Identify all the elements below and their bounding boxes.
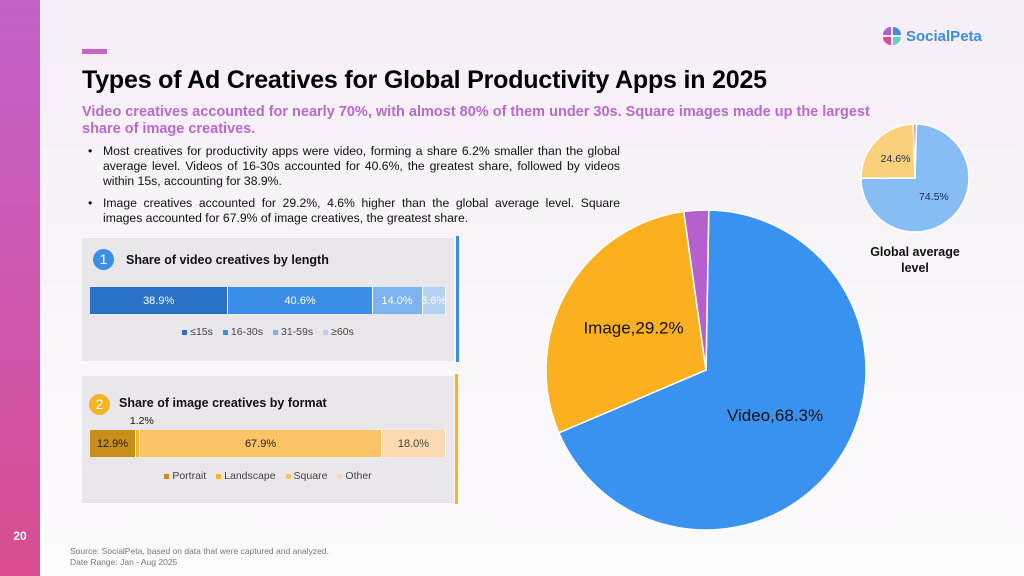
legend-item-60s: ≥60s	[323, 326, 354, 338]
page-title: Types of Ad Creatives for Global Product…	[82, 66, 767, 94]
pie-label-video: 74.5%	[919, 191, 949, 203]
legend-swatch-icon	[323, 329, 329, 335]
bar-segment-portrait: 12.9%	[90, 430, 136, 457]
bar-label-60s: 6.6%	[421, 294, 447, 307]
bar-segment-square: 67.9%	[140, 430, 382, 457]
legend-swatch-icon	[164, 473, 170, 479]
bar-label-other: 18.0%	[397, 437, 430, 450]
bullet-dot-icon: •	[88, 144, 93, 158]
bar-segment-31-59s: 14.0%	[372, 287, 423, 314]
image-format-stacked-bar: 12.9% 67.9% 18.0%	[90, 430, 446, 457]
side-accent-bar	[0, 0, 40, 576]
legend-label: Landscape	[224, 470, 276, 482]
image-format-legend: Portrait Landscape Square Other	[82, 470, 454, 482]
image-format-title: Share of image creatives by format	[119, 396, 327, 410]
legend-swatch-icon	[337, 473, 343, 479]
panel-badge-1: 1	[93, 249, 114, 270]
legend-label: 31-59s	[281, 326, 314, 338]
title-accent-dash	[82, 49, 107, 54]
bar-label-portrait: 12.9%	[96, 437, 129, 450]
bar-segment-16-30s: 40.6%	[228, 287, 373, 314]
page-number: 20	[13, 529, 27, 543]
socialpeta-logo-icon	[883, 27, 901, 45]
productivity-creative-type-pie: Video,68.3% Image,29.2%	[545, 209, 867, 531]
legend-item-other: Other	[337, 470, 372, 482]
legend-label: Other	[345, 470, 372, 482]
legend-swatch-icon	[273, 329, 278, 335]
bar-segment-15s: 38.9%	[90, 287, 229, 314]
legend-item-31-59s: 31-59s	[273, 326, 313, 338]
pie-slice-other	[682, 209, 710, 371]
legend-item-landscape: Landscape	[216, 470, 276, 482]
bullet-list: • Most creatives for productivity apps w…	[88, 144, 620, 233]
video-panel-accent-line	[456, 236, 459, 362]
legend-item-portrait: Portrait	[164, 470, 206, 482]
date-range-note: Date Range: Jan - Aug 2025	[70, 557, 178, 567]
legend-item-square: Square	[285, 470, 328, 482]
video-length-legend: ≤15s 16-30s 31-59s ≥60s	[82, 326, 454, 338]
bullet-text: Most creatives for productivity apps wer…	[103, 144, 620, 188]
bar-label-landscape: 1.2%	[129, 415, 154, 427]
legend-item-15s: ≤15s	[182, 326, 213, 338]
global-pie-caption: Global average level	[870, 245, 960, 275]
pie-slice-video	[557, 209, 867, 531]
bullet-text: Image creatives accounted for 29.2%, 4.6…	[103, 196, 620, 225]
legend-swatch-icon	[216, 473, 222, 479]
pie-slice-image	[860, 123, 916, 180]
legend-label: 16-30s	[230, 326, 263, 338]
panel-badge-2: 2	[89, 394, 110, 415]
logo: SocialPeta	[882, 26, 982, 46]
legend-swatch-icon	[285, 473, 291, 479]
legend-label: Portrait	[172, 470, 207, 482]
legend-label: Square	[293, 470, 328, 482]
global-creative-type-pie: 74.5% 24.6%	[860, 123, 970, 233]
video-length-panel: 1 Share of video creatives by length 38.…	[82, 238, 454, 361]
pie-label-video: Video,68.3%	[727, 406, 823, 425]
pie-label-image: Image,29.2%	[583, 319, 683, 338]
bar-label-square: 67.9%	[244, 437, 277, 450]
image-panel-accent-line	[455, 374, 458, 504]
legend-label: ≤15s	[190, 326, 213, 338]
bullet-item: • Most creatives for productivity apps w…	[88, 144, 620, 189]
image-format-panel: 2 Share of image creatives by format 12.…	[82, 376, 454, 503]
legend-swatch-icon	[222, 329, 228, 335]
bar-label-31-59s: 14.0%	[381, 294, 413, 307]
bar-label-16-30s: 40.6%	[284, 294, 316, 307]
bar-segment-other: 18.0%	[381, 430, 446, 457]
bar-segment-60s: 6.6%	[421, 287, 447, 314]
legend-item-16-30s: 16-30s	[222, 326, 263, 338]
logo-text: SocialPeta	[906, 27, 982, 45]
legend-swatch-icon	[182, 329, 188, 335]
pie-slice-image	[545, 210, 707, 434]
video-length-stacked-bar: 38.9% 40.6% 14.0% 6.6%	[90, 287, 446, 314]
bullet-item: • Image creatives accounted for 29.2%, 4…	[88, 196, 620, 226]
video-length-title: Share of video creatives by length	[126, 253, 329, 267]
bar-segment-landscape	[135, 430, 141, 457]
footer-source: Source: SocialPeta, based on data that w…	[70, 546, 329, 568]
source-note: Source: SocialPeta, based on data that w…	[70, 546, 329, 556]
pie-label-image: 24.6%	[881, 153, 911, 165]
legend-label: ≥60s	[331, 326, 354, 338]
page-subtitle: Video creatives accounted for nearly 70%…	[82, 104, 870, 137]
pie-slice-other	[912, 123, 918, 179]
bullet-dot-icon: •	[88, 196, 93, 210]
bar-label-15s: 38.9%	[143, 294, 175, 307]
